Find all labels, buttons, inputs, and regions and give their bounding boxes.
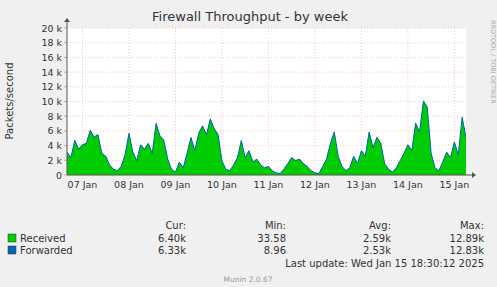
x-tick-label: 09 Jan [161,179,191,190]
stat-value: 6.33k [158,245,186,256]
legend-label: Forwarded [20,245,73,256]
grid-line [67,72,466,73]
x-tick-label: 14 Jan [393,179,423,190]
grid-line [67,101,466,102]
x-tick-label: 12 Jan [300,179,330,190]
x-tick-label: 10 Jan [207,179,237,190]
x-tick-label: 07 Jan [68,179,98,190]
grid-line [221,28,222,175]
background [0,0,497,287]
x-tick-label: 15 Jan [439,179,469,190]
y-tick-label: 6 k [47,125,62,136]
grid-line [67,130,466,131]
stat-value: 2.53k [363,245,391,256]
series-group [67,100,466,175]
legend-swatch [8,234,16,242]
grid-line [67,42,466,43]
x-tick-label: 13 Jan [347,179,377,190]
y-tick-label: 16 k [41,52,62,63]
stat-header: Min: [265,220,286,231]
axis-arrow [472,172,476,178]
footer: Last update: Wed Jan 15 18:30:12 2025 [285,258,484,269]
version: Munin 2.0.67 [223,275,272,284]
stat-value: 2.59k [363,233,391,244]
stat-value: 12.89k [450,233,485,244]
stat-header: Max: [460,220,484,231]
y-tick-label: 20 k [41,23,62,34]
y-tick-label: 4 k [47,140,62,151]
legend-label: Received [20,233,66,244]
grid-line [175,28,176,175]
y-tick-label: 8 k [47,111,62,122]
y-tick-label: 10 k [41,96,62,107]
x-tick-label: 11 Jan [254,179,284,190]
y-tick-label: 2 k [47,155,62,166]
y-label: Packets/second [4,63,15,140]
watermark: RRDTOOL / TOBI OETIKER [489,20,497,104]
grid-line [67,57,466,58]
grid-line [314,28,315,175]
grid-line [67,28,466,29]
stat-value: 8.96 [264,245,286,256]
legend-swatch [8,246,16,254]
series-line [67,102,466,174]
title: Firewall Throughput - by week [152,9,348,24]
stat-value: 12.83k [450,245,485,256]
x-tick-label: 08 Jan [114,179,144,190]
y-axis [67,22,68,175]
stat-header: Avg: [369,220,391,231]
y-tick-label: 18 k [41,37,62,48]
plot-area [67,28,466,175]
y-tick-label: 12 k [41,81,62,92]
grid-line [268,28,269,175]
grid-line [67,116,466,117]
stat-header: Cur: [165,220,186,231]
chart: Firewall Throughput - by week Packets/sec… [0,0,497,287]
y-tick-label: 14 k [41,67,62,78]
grid-line [67,86,466,87]
series-area [67,100,466,175]
stat-value: 6.40k [158,233,186,244]
x-axis [67,175,472,176]
y-tick-label: 0 [56,170,62,181]
stat-value: 33.58 [257,233,286,244]
axis-arrow [64,18,70,22]
